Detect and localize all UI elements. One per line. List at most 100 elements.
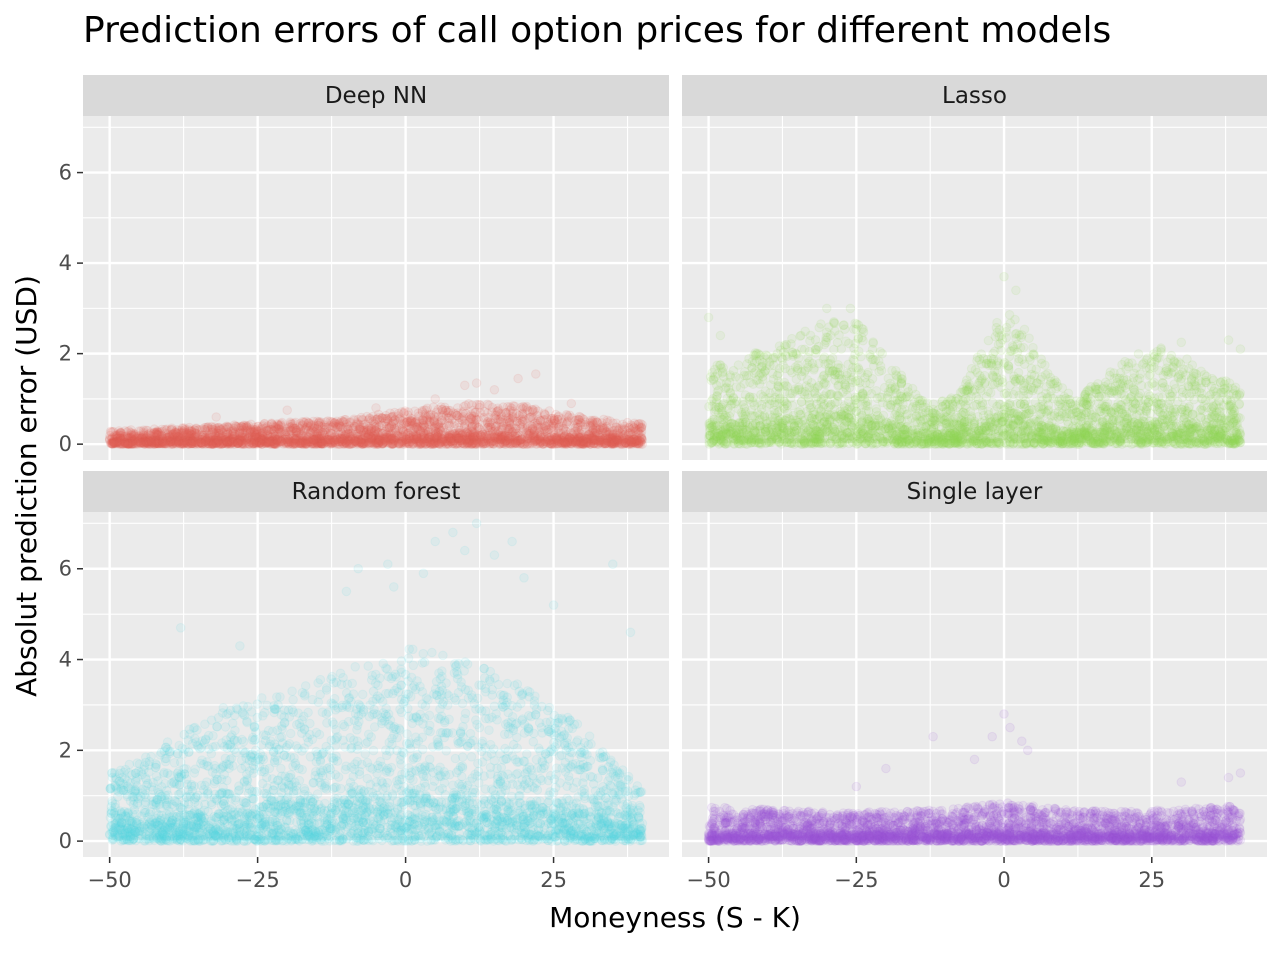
data-point <box>360 438 370 449</box>
data-point <box>274 423 284 434</box>
data-point <box>602 415 613 426</box>
data-point <box>292 427 303 438</box>
data-point <box>624 437 634 447</box>
data-point <box>416 433 427 443</box>
data-point <box>594 436 605 447</box>
data-point <box>137 433 147 443</box>
data-point-outlier <box>489 385 500 395</box>
data-point <box>341 439 352 449</box>
data-point <box>589 428 600 439</box>
data-point <box>497 431 507 442</box>
data-point <box>623 439 634 449</box>
data-point <box>197 439 207 449</box>
data-point <box>527 424 538 435</box>
data-point <box>607 439 617 449</box>
data-point <box>432 419 442 429</box>
data-point <box>346 438 356 449</box>
data-point <box>450 409 461 419</box>
data-point <box>397 416 408 426</box>
data-point <box>574 411 585 422</box>
data-point <box>364 438 375 449</box>
data-point <box>152 426 163 436</box>
data-point <box>273 419 283 430</box>
data-point <box>336 437 347 447</box>
data-point <box>551 409 561 420</box>
data-point <box>405 436 416 447</box>
data-point <box>340 437 351 448</box>
data-point <box>585 421 596 432</box>
data-point <box>310 436 321 447</box>
data-point <box>425 416 435 427</box>
data-point <box>414 435 425 446</box>
data-point <box>328 421 339 432</box>
data-point <box>609 438 620 448</box>
data-point <box>326 439 336 449</box>
data-point <box>130 434 140 444</box>
data-point <box>336 416 347 426</box>
data-point <box>519 439 530 449</box>
data-point <box>426 439 436 449</box>
data-point <box>411 434 421 445</box>
data-point <box>359 438 369 449</box>
data-point <box>294 436 305 446</box>
data-point <box>106 427 117 438</box>
data-point <box>552 438 563 449</box>
data-point <box>128 438 138 449</box>
data-point <box>220 438 231 449</box>
data-point <box>497 436 507 447</box>
data-point <box>168 435 178 446</box>
data-point <box>417 431 428 441</box>
data-point <box>558 423 569 434</box>
data-point <box>588 415 598 426</box>
data-point <box>324 435 334 445</box>
data-point <box>324 421 335 431</box>
data-point <box>560 439 571 449</box>
data-point <box>512 431 523 442</box>
data-point <box>516 424 526 434</box>
data-point <box>469 428 479 438</box>
data-point <box>467 421 477 432</box>
data-point <box>517 413 528 423</box>
data-point <box>454 412 464 423</box>
data-point <box>256 438 266 448</box>
data-point <box>313 435 324 446</box>
data-point <box>234 436 245 446</box>
data-point <box>395 413 405 423</box>
data-point <box>369 428 379 438</box>
data-point <box>585 439 595 449</box>
data-point <box>461 423 471 434</box>
data-point <box>515 434 526 445</box>
data-point <box>197 430 208 441</box>
data-point <box>439 438 449 448</box>
data-point <box>186 429 196 439</box>
data-point <box>612 428 622 438</box>
data-point <box>177 439 187 449</box>
data-point <box>437 415 447 426</box>
data-point <box>528 430 539 440</box>
data-point <box>429 416 439 426</box>
data-point <box>544 438 555 449</box>
data-point <box>295 423 306 434</box>
data-point <box>141 431 151 442</box>
data-point <box>508 431 518 442</box>
data-point <box>154 429 164 440</box>
data-point <box>332 423 343 433</box>
data-point <box>200 424 210 435</box>
data-point <box>200 437 211 447</box>
data-point <box>129 436 139 446</box>
data-point <box>301 439 312 450</box>
strip-label-lasso: Lasso <box>942 83 1007 109</box>
data-point <box>125 438 135 449</box>
data-point <box>495 434 505 444</box>
data-point <box>300 431 311 442</box>
data-point <box>224 422 234 432</box>
data-point <box>517 408 528 419</box>
data-point <box>590 434 600 445</box>
data-point <box>473 422 484 433</box>
data-point <box>474 424 485 435</box>
data-point <box>504 417 515 428</box>
data-point-outlier <box>566 398 577 409</box>
data-point <box>379 434 389 445</box>
data-point <box>250 438 261 448</box>
